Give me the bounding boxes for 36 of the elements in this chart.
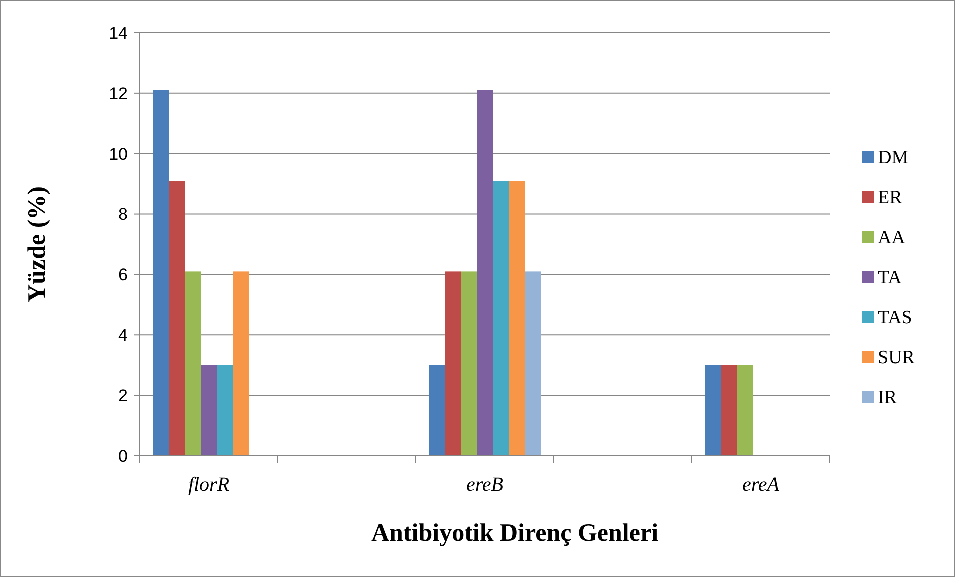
legend-label: DM (878, 148, 909, 169)
legend-label: SUR (878, 348, 916, 369)
bar (737, 365, 753, 456)
bar (509, 181, 525, 456)
y-tick-label: 8 (118, 205, 128, 224)
bar (233, 272, 249, 456)
x-axis-title: Antibiyotik Direnç Genleri (371, 520, 659, 547)
y-tick-label: 6 (118, 266, 128, 285)
bar (525, 272, 541, 456)
legend-label: AA (878, 228, 906, 249)
y-axis-title: Yüzde (%) (24, 186, 51, 302)
x-tick-label: ereB (466, 474, 504, 496)
bar (705, 365, 721, 456)
y-tick-label: 0 (118, 446, 128, 466)
y-tick-label: 4 (118, 326, 128, 346)
y-tick-label: 2 (118, 386, 128, 406)
bar (445, 272, 461, 456)
x-tick-label: ereA (742, 474, 780, 496)
bar (169, 181, 185, 456)
bar (477, 90, 493, 456)
x-tick-label: florR (188, 474, 230, 496)
bar (217, 365, 233, 456)
bar (721, 365, 737, 456)
bar (153, 90, 169, 456)
legend-label: IR (878, 388, 898, 409)
y-tick-label: 12 (109, 84, 128, 104)
bar (201, 365, 217, 456)
y-tick-label: 10 (109, 144, 128, 164)
legend-label: TA (878, 268, 902, 289)
y-tick-label: 14 (109, 24, 128, 43)
bar (493, 181, 509, 456)
bar (185, 272, 201, 456)
legend-label: ER (878, 188, 903, 209)
bar (429, 365, 445, 456)
legend-label: TAS (878, 308, 912, 329)
bar (461, 272, 477, 456)
